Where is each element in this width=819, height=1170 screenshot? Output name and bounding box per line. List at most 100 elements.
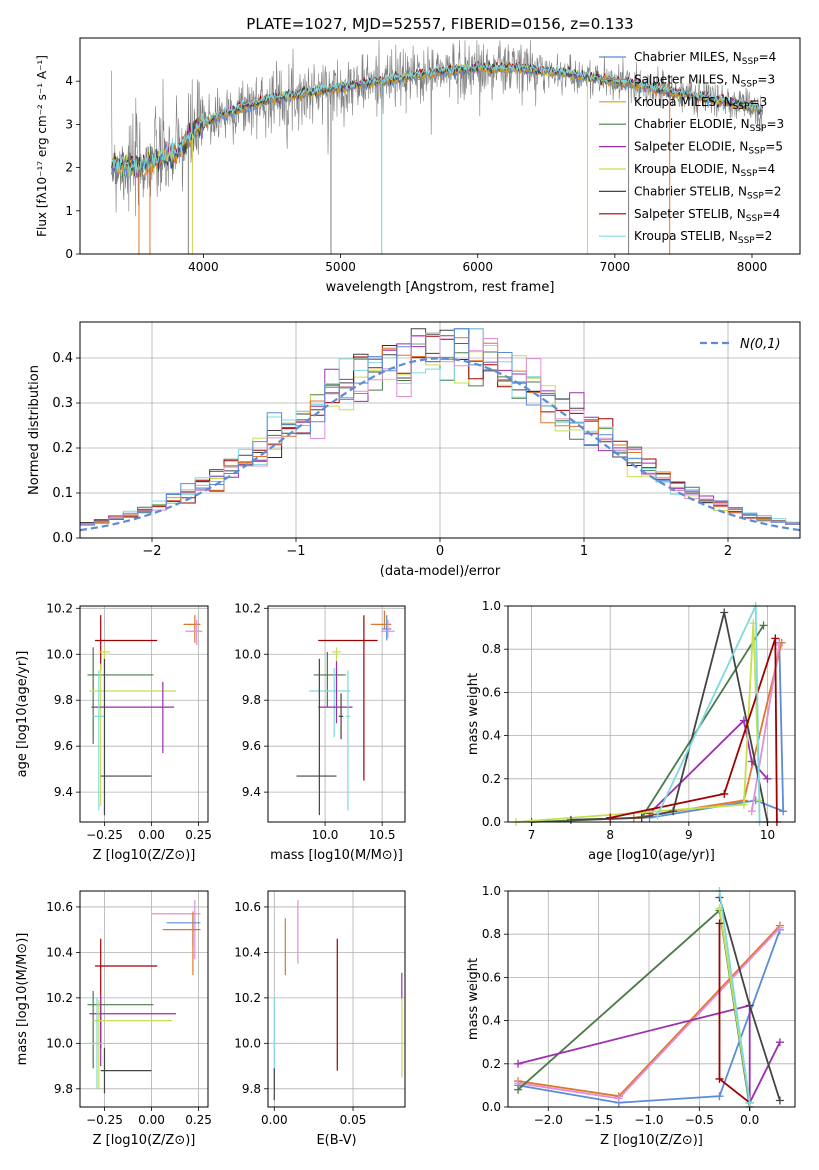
y-tick-label: 0.0 bbox=[52, 531, 73, 546]
plot-frame bbox=[267, 605, 406, 823]
mass-weight-marker bbox=[514, 1059, 523, 1068]
x-tick-label: −0.25 bbox=[86, 828, 123, 842]
x-axis-label: wavelength [Angstrom, rest frame] bbox=[326, 280, 555, 295]
y-tick-label: 3 bbox=[65, 117, 73, 131]
y-tick-label: 10.0 bbox=[46, 1036, 73, 1050]
mass-weight-marker bbox=[637, 813, 646, 822]
panel-spectrum: 4000 5000 6000 7000 8000 0 1 2 3 4 wavelength [Ang… bbox=[35, 37, 801, 295]
residual-histogram bbox=[80, 328, 800, 526]
x-tick-label: −0.5 bbox=[685, 1113, 714, 1127]
x-axis-label: E(B-V) bbox=[316, 1133, 356, 1148]
mass-weight-marker bbox=[653, 811, 662, 820]
x-tick-label: 0.00 bbox=[261, 1113, 288, 1127]
x-tick-label: 10 bbox=[760, 828, 775, 842]
legend-subscript: SSP bbox=[746, 214, 763, 224]
legend-label-rest: =3 bbox=[757, 72, 775, 86]
mass-weight-line bbox=[515, 623, 761, 823]
mass-weight-line bbox=[610, 638, 778, 823]
x-axis-label: Z [log10(Z/Z⊙)] bbox=[93, 1133, 196, 1148]
mass-weight-marker bbox=[745, 1001, 754, 1010]
error-bar-point bbox=[89, 995, 176, 1067]
mass-weight-line bbox=[517, 1004, 781, 1104]
legend-label-rest: =2 bbox=[755, 229, 773, 243]
legend-label: Chabrier MILES, NSSP=4 bbox=[634, 50, 776, 67]
y-tick-label: 9.4 bbox=[54, 785, 73, 799]
y-tick-label: 0.6 bbox=[482, 970, 501, 984]
y-tick-label: 0.1 bbox=[52, 486, 73, 501]
residual-histogram bbox=[80, 332, 800, 526]
y-tick-label: 10.4 bbox=[234, 945, 261, 959]
error-bar-point bbox=[381, 619, 395, 639]
y-axis-label: mass weight bbox=[466, 958, 481, 1040]
plot-frame bbox=[79, 605, 209, 823]
mass-weight-marker bbox=[747, 807, 756, 816]
x-tick-label: 10.5 bbox=[369, 828, 396, 842]
mass-weight-marker bbox=[775, 640, 784, 649]
mass-weight-marker bbox=[715, 1092, 724, 1101]
y-tick-label: 4 bbox=[65, 74, 73, 88]
y-tick-label: 10.6 bbox=[46, 900, 73, 914]
legend-subscript: SSP bbox=[741, 79, 758, 89]
y-tick-label: 0.2 bbox=[482, 1057, 501, 1071]
legend-subscript: SSP bbox=[747, 191, 764, 201]
mass-weight-marker bbox=[514, 1085, 523, 1094]
legend-label: N(0,1) bbox=[740, 337, 781, 352]
y-tick-label: 10.2 bbox=[234, 601, 261, 615]
x-tick-label: −2.0 bbox=[534, 1113, 563, 1127]
error-bar-point bbox=[89, 663, 176, 806]
legend-label-rest: =3 bbox=[766, 117, 784, 131]
y-tick-label: 10.0 bbox=[234, 647, 261, 661]
y-axis-label: Flux [fλ10⁻¹⁷ erg cm⁻² s⁻¹ A⁻¹] bbox=[35, 55, 49, 237]
mass-weight-marker bbox=[739, 800, 748, 809]
plot-frame bbox=[507, 890, 796, 1108]
y-tick-label: 0.2 bbox=[52, 441, 73, 456]
x-tick-label: −1.0 bbox=[634, 1113, 663, 1127]
error-bar-point bbox=[91, 997, 103, 1089]
legend-label: Salpeter STELIB, NSSP=4 bbox=[634, 207, 780, 224]
y-tick-label: 0.3 bbox=[52, 396, 73, 411]
legend-label: Salpeter ELODIE, NSSP=5 bbox=[634, 140, 783, 157]
legend-label: Chabrier STELIB, NSSP=2 bbox=[634, 184, 782, 201]
y-axis-label: Normed distribution bbox=[27, 365, 42, 495]
x-tick-label: 8 bbox=[606, 828, 614, 842]
x-axis-label: Z [log10(Z/Z⊙)] bbox=[93, 848, 196, 863]
mass-weight-marker bbox=[606, 813, 615, 822]
y-tick-label: 0.4 bbox=[482, 729, 501, 743]
legend-subscript: SSP bbox=[748, 147, 765, 157]
error-bar-point bbox=[185, 619, 203, 646]
mass-weight-marker bbox=[745, 1098, 754, 1107]
legend-subscript: SSP bbox=[733, 102, 750, 112]
y-axis-label: mass [log10(M/M⊙)] bbox=[15, 933, 30, 1066]
error-bar-point bbox=[345, 670, 351, 811]
x-tick-label: 0.00 bbox=[138, 1113, 165, 1127]
error-bar-point bbox=[183, 615, 201, 643]
mass-weight-marker bbox=[566, 815, 575, 824]
error-bar-point bbox=[318, 615, 378, 781]
x-tick-label: 0.0 bbox=[740, 1113, 759, 1127]
error-bar-point bbox=[309, 668, 351, 737]
mass-weight-marker bbox=[720, 608, 729, 617]
x-axis-label: (data-model)/error bbox=[380, 564, 501, 579]
legend-label-rest: =4 bbox=[759, 50, 777, 64]
x-axis-label: age [log10(age/yr)] bbox=[588, 848, 715, 863]
error-bar-point bbox=[93, 1000, 173, 1089]
legend-label: Kroupa ELODIE, NSSP=4 bbox=[634, 162, 775, 179]
y-tick-label: 9.8 bbox=[54, 1082, 73, 1096]
figure-title: PLATE=1027, MJD=52557, FIBERID=0156, z=0… bbox=[246, 15, 633, 33]
y-axis-label: age [log10(age/yr)] bbox=[15, 651, 30, 778]
y-tick-label: 9.8 bbox=[242, 693, 261, 707]
legend-label-rest: =3 bbox=[750, 95, 768, 109]
y-tick-label: 10.2 bbox=[46, 601, 73, 615]
x-tick-label: 7000 bbox=[600, 260, 631, 274]
x-tick-label: 0.25 bbox=[185, 828, 212, 842]
x-tick-label: 0 bbox=[436, 544, 444, 559]
x-tick-label: −1.5 bbox=[584, 1113, 613, 1127]
y-tick-label: 0.8 bbox=[482, 927, 501, 941]
mass-weight-line bbox=[718, 890, 751, 1103]
gaussian-curve bbox=[79, 357, 801, 532]
y-tick-label: 9.8 bbox=[242, 1082, 261, 1096]
mass-weight-marker bbox=[715, 919, 724, 928]
x-tick-label: −2 bbox=[142, 544, 161, 559]
mass-weight-marker bbox=[775, 1038, 784, 1047]
x-tick-label: 10.0 bbox=[312, 828, 339, 842]
